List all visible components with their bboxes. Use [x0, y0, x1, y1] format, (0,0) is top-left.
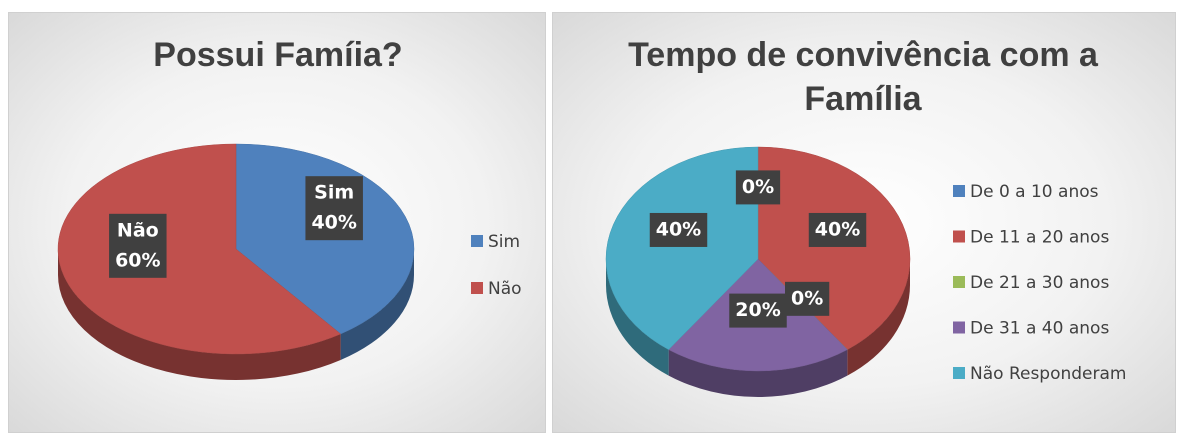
data-label: 40% [311, 212, 356, 234]
data-label: 20% [735, 299, 780, 321]
slice [57, 143, 342, 355]
data-label-box [735, 170, 781, 205]
chart-title: Possui Famíia? [153, 36, 403, 74]
slice-side [57, 249, 341, 381]
slice-side [340, 249, 414, 360]
data-label: 0% [791, 287, 823, 309]
legend-swatch [953, 185, 965, 197]
legend-label: Não [488, 279, 522, 299]
slice-side [847, 259, 910, 376]
legend-label: De 11 a 20 anos [970, 228, 1109, 248]
data-label-box [649, 212, 708, 247]
data-label-box [109, 213, 167, 278]
legend-label: Sim [488, 232, 520, 252]
data-label: 40% [815, 218, 860, 240]
legend-label: De 0 a 10 anos [970, 182, 1099, 202]
data-label-box [729, 293, 787, 328]
data-label: 40% [656, 218, 701, 240]
slice [605, 146, 759, 350]
data-label-box [785, 281, 830, 316]
data-label: Sim [314, 182, 354, 204]
slice [757, 146, 911, 350]
chart: 0% 40% 0% 20% 40% De 0 a 10 anos De 11 a 20 an… [605, 146, 1127, 398]
legend-swatch [953, 230, 965, 243]
legend-label: De 21 a 30 anos [970, 273, 1109, 293]
legend-label: De 31 a 40 anos [970, 319, 1109, 339]
legend-label: Não Responderam [970, 364, 1127, 384]
legend-swatch [471, 235, 483, 247]
chart: Sim 40% Não 60% Sim Não [57, 143, 522, 381]
slice-side [606, 259, 669, 376]
data-label-box [808, 212, 867, 247]
legend-swatch [471, 282, 483, 294]
legend-swatch [953, 367, 965, 379]
data-label: 60% [115, 249, 160, 271]
chart-panel: Tempo de convivência com a Família 0% 40%… [552, 12, 1176, 433]
slice-side [668, 349, 848, 398]
data-label-box [305, 176, 363, 241]
chart-title: Tempo de convivência com a Família [628, 36, 1098, 118]
chart-panel: Possui Famíia? Sim 40% Não 60% Sim Não [8, 12, 546, 433]
data-label: Não [117, 219, 159, 241]
legend-swatch [953, 321, 965, 334]
data-label: 0% [742, 176, 774, 198]
legend-swatch [953, 276, 965, 288]
